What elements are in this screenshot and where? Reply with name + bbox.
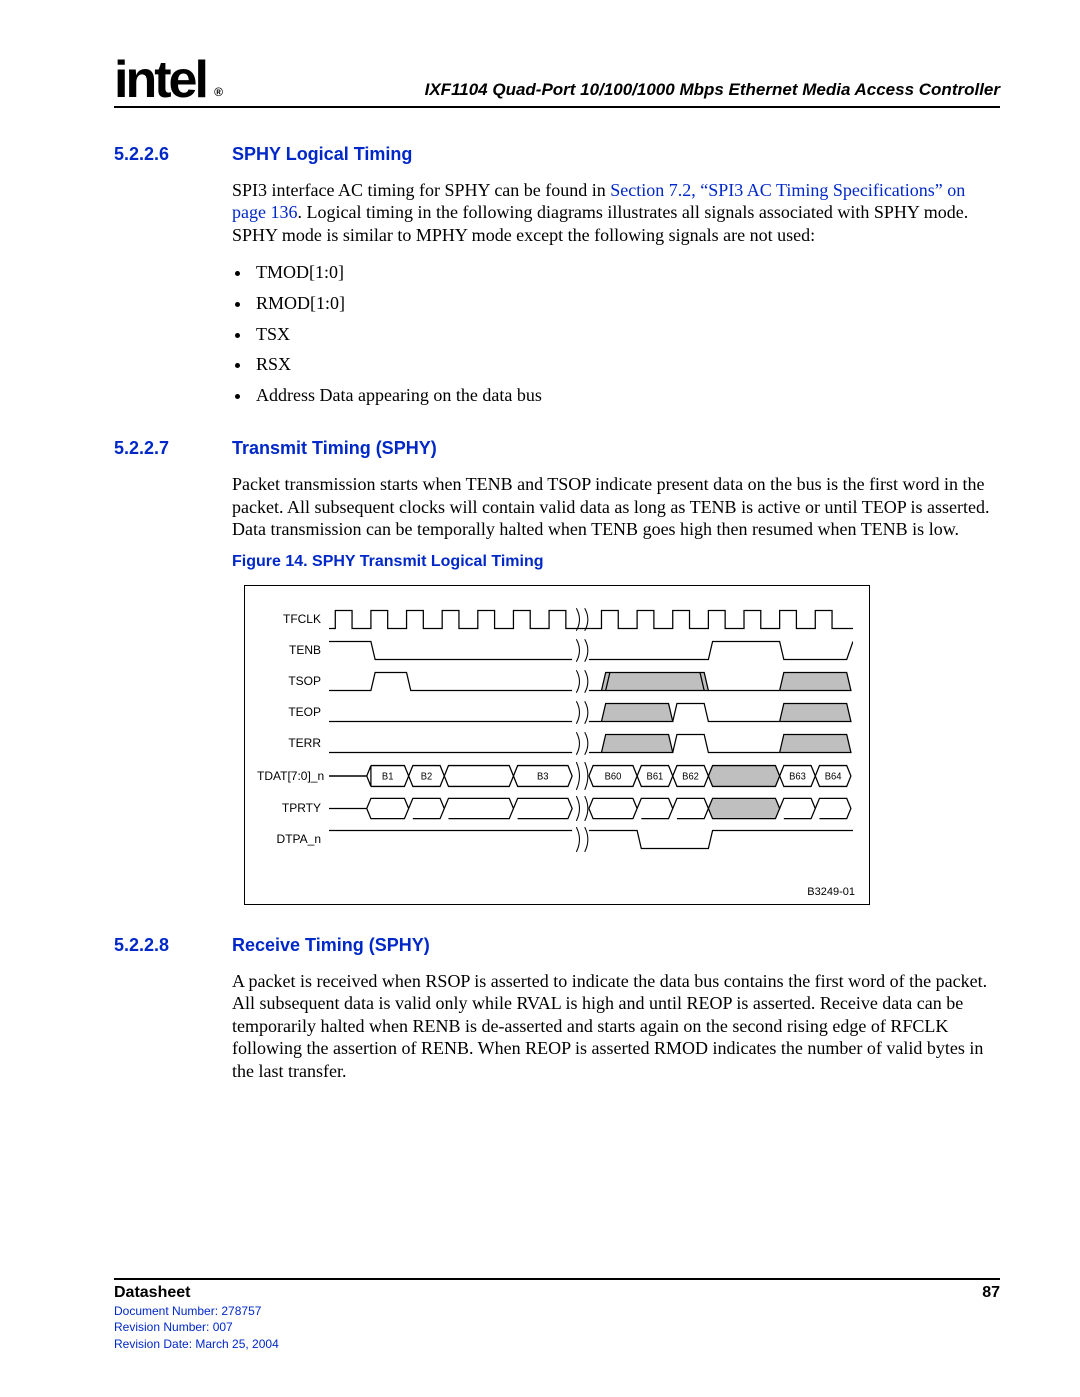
svg-text:B61: B61 — [647, 771, 664, 783]
revision-number: Revision Number: 007 — [114, 1320, 279, 1334]
signal-label: DTPA_n — [257, 832, 329, 846]
section-number: 5.2.2.7 — [114, 438, 184, 459]
timing-diagram: TFCLK TENB — [244, 585, 870, 905]
page-footer: Datasheet Document Number: 278757 Revisi… — [114, 1278, 1000, 1351]
revision-date: Revision Date: March 25, 2004 — [114, 1337, 279, 1351]
signal-label: TERR — [257, 736, 329, 750]
intel-logo: intel® — [114, 60, 206, 102]
list-item: RMOD[1:0] — [252, 289, 1000, 318]
bullet-list: TMOD[1:0] RMOD[1:0] TSX RSX Address Data… — [252, 258, 1000, 410]
svg-text:B63: B63 — [789, 771, 806, 783]
signal-label: TENB — [257, 643, 329, 657]
registered-mark: ® — [214, 88, 220, 98]
svg-text:B62: B62 — [682, 771, 699, 783]
svg-text:B60: B60 — [605, 771, 622, 783]
page-number: 87 — [982, 1284, 1000, 1302]
waveform-teop — [329, 699, 853, 726]
signal-label: TSOP — [257, 674, 329, 688]
waveform-terr — [329, 730, 853, 757]
list-item: Address Data appearing on the data bus — [252, 381, 1000, 410]
list-item: RSX — [252, 350, 1000, 379]
waveform-tsop — [329, 668, 853, 695]
signal-label: TDAT[7:0]_n — [257, 769, 329, 783]
section-body: SPI3 interface AC timing for SPHY can be… — [232, 179, 1000, 247]
waveform-tenb — [329, 637, 853, 664]
text-frag: . Logical timing in the following diagra… — [232, 202, 968, 245]
waveform-tprty — [329, 795, 853, 822]
section-number: 5.2.2.8 — [114, 935, 184, 956]
svg-text:B2: B2 — [421, 771, 433, 783]
list-item: TMOD[1:0] — [252, 258, 1000, 287]
waveform-dtpa — [329, 826, 853, 853]
section-title: Receive Timing (SPHY) — [232, 935, 430, 956]
list-item: TSX — [252, 320, 1000, 349]
section-transmit-timing: 5.2.2.7 Transmit Timing (SPHY) Packet tr… — [114, 438, 1000, 905]
doc-number: Document Number: 278757 — [114, 1304, 279, 1318]
diagram-id: B3249-01 — [807, 886, 855, 898]
svg-text:B1: B1 — [382, 771, 394, 783]
section-body: Packet transmission starts when TENB and… — [232, 473, 1000, 541]
logo-text: intel — [114, 51, 206, 109]
figure-caption: Figure 14. SPHY Transmit Logical Timing — [232, 553, 1000, 571]
page-header: intel® IXF1104 Quad-Port 10/100/1000 Mbp… — [114, 60, 1000, 108]
datasheet-label: Datasheet — [114, 1284, 279, 1302]
section-title: Transmit Timing (SPHY) — [232, 438, 437, 459]
section-receive-timing: 5.2.2.8 Receive Timing (SPHY) A packet i… — [114, 935, 1000, 1083]
signal-label: TEOP — [257, 705, 329, 719]
section-number: 5.2.2.6 — [114, 144, 184, 165]
section-title: SPHY Logical Timing — [232, 144, 412, 165]
signal-label: TFCLK — [257, 612, 329, 626]
signal-label: TPRTY — [257, 801, 329, 815]
svg-text:B64: B64 — [825, 771, 842, 783]
text-frag: SPI3 interface AC timing for SPHY can be… — [232, 180, 610, 200]
section-sphy-logical-timing: 5.2.2.6 SPHY Logical Timing SPI3 interfa… — [114, 144, 1000, 410]
section-body: A packet is received when RSOP is assert… — [232, 970, 1000, 1083]
svg-text:B3: B3 — [537, 771, 549, 783]
waveform-tdat: B1 B2 B3 B60 B61 B62 B63 B64 — [329, 761, 853, 791]
document-title: IXF1104 Quad-Port 10/100/1000 Mbps Ether… — [425, 80, 1000, 100]
waveform-tfclk — [329, 606, 853, 633]
